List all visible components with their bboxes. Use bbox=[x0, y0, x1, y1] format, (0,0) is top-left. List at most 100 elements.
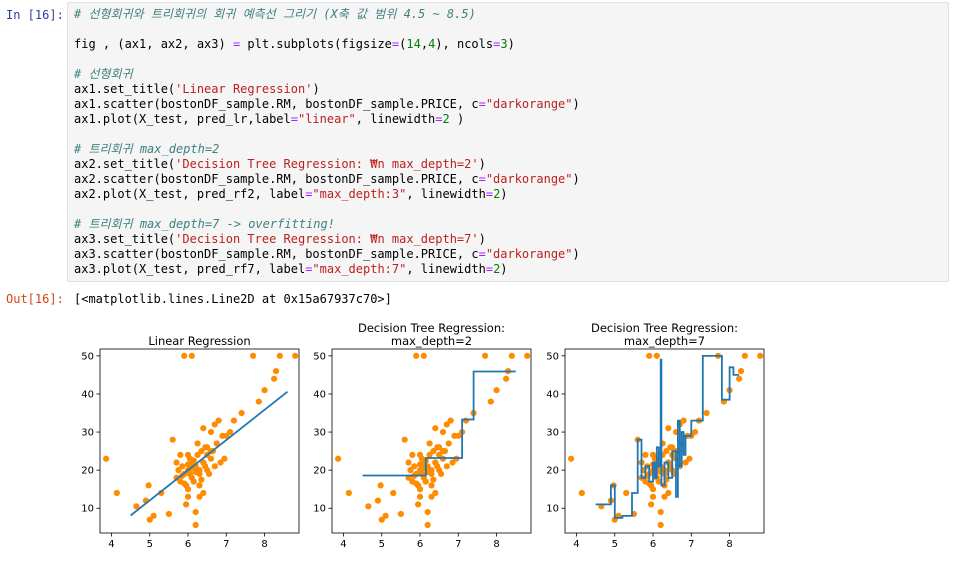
code-token: "linear" bbox=[297, 112, 356, 126]
scatter-point bbox=[198, 476, 205, 483]
scatter-point bbox=[655, 478, 662, 485]
scatter-point bbox=[276, 352, 283, 359]
scatter-point bbox=[415, 482, 422, 489]
scatter-point bbox=[345, 489, 352, 497]
scatter-point bbox=[428, 482, 435, 489]
chart-subtitle: max_depth=7 bbox=[624, 334, 705, 348]
scatter-point bbox=[657, 508, 664, 516]
scatter-point bbox=[426, 451, 433, 459]
code-token: = bbox=[478, 172, 486, 186]
x-tick-label: 7 bbox=[688, 539, 694, 550]
code-editor[interactable]: # 선형회귀와 트리회귀의 회귀 예측선 그리기 (X축 값 범위 4.5 ~ … bbox=[74, 7, 580, 277]
scatter-point bbox=[409, 451, 416, 459]
scatter-point bbox=[271, 375, 278, 382]
scatter-point bbox=[416, 493, 424, 500]
code-line: # 트리회귀 max_depth=7 -> overfitting! bbox=[74, 217, 580, 232]
y-tick-label: 10 bbox=[313, 504, 326, 515]
scatter-point bbox=[657, 521, 664, 529]
scatter-point bbox=[192, 521, 199, 529]
scatter-point bbox=[227, 428, 234, 436]
scatter-point bbox=[430, 447, 437, 455]
code-line: ax1.set_title('Linear Regression') bbox=[74, 82, 580, 97]
code-token: # 선형회귀와 트리회귀의 회귀 예측선 그리기 (X축 값 범위 4.5 ~ … bbox=[74, 7, 476, 21]
scatter-point bbox=[741, 352, 748, 359]
code-token: ax1.scatter(bostonDF_sample.RM, bostonDF… bbox=[74, 97, 479, 111]
code-line: ax1.plot(X_test, pred_lr,label="linear",… bbox=[74, 112, 580, 127]
scatter-point bbox=[432, 489, 439, 497]
y-tick-label: 30 bbox=[313, 428, 326, 439]
scatter-point bbox=[194, 451, 201, 459]
scatter-point bbox=[411, 463, 418, 470]
code-token: ) bbox=[500, 262, 508, 276]
scatter-point bbox=[661, 493, 668, 500]
code-token: 14 bbox=[406, 37, 421, 51]
chart-subtitle: max_depth=2 bbox=[391, 334, 472, 348]
scatter-point bbox=[439, 447, 447, 455]
scatter-point bbox=[213, 440, 220, 447]
code-cell-input[interactable]: # 선형회귀와 트리회귀의 회귀 예측선 그리기 (X축 값 범위 4.5 ~ … bbox=[67, 2, 949, 282]
x-tick-label: 7 bbox=[455, 539, 461, 550]
code-line: ax2.set_title('Decision Tree Regression:… bbox=[74, 157, 580, 172]
code-token: ), ncols bbox=[435, 37, 494, 51]
x-tick-label: 8 bbox=[493, 539, 499, 550]
code-line bbox=[74, 202, 580, 217]
code-token: ) bbox=[572, 97, 580, 111]
scatter-point bbox=[169, 436, 176, 443]
scatter-point bbox=[230, 417, 238, 424]
code-token: plt.subplots(figsize bbox=[240, 37, 392, 51]
scatter-point bbox=[443, 421, 450, 428]
scatter-point bbox=[420, 352, 427, 359]
y-tick-label: 20 bbox=[546, 466, 559, 477]
scatter-point bbox=[335, 455, 342, 462]
scatter-point bbox=[669, 444, 676, 451]
scatter-point bbox=[207, 428, 215, 436]
scatter-point bbox=[146, 516, 153, 523]
x-tick-label: 8 bbox=[726, 539, 732, 550]
y-tick-label: 20 bbox=[81, 466, 94, 477]
code-line: ax2.scatter(bostonDF_sample.RM, bostonDF… bbox=[74, 172, 580, 187]
code-line: ax3.plot(X_test, pred_rf7, label="max_de… bbox=[74, 262, 580, 277]
x-tick-label: 4 bbox=[573, 539, 579, 550]
x-tick-label: 5 bbox=[147, 539, 153, 550]
code-line: # 선형회귀와 트리회귀의 회귀 예측선 그리기 (X축 값 범위 4.5 ~ … bbox=[74, 7, 580, 22]
scatter-point bbox=[642, 451, 649, 459]
scatter-point bbox=[192, 508, 199, 516]
chart-2: Decision Tree Regression:max_depth=2 4 5 6 7… bbox=[313, 321, 532, 550]
code-token: ) bbox=[507, 37, 515, 51]
scatter-point bbox=[648, 482, 655, 489]
code-token: 'Decision Tree Regression: ₩n max_depth=… bbox=[175, 157, 479, 171]
scatter-point bbox=[449, 459, 456, 466]
scatter-point bbox=[508, 352, 515, 359]
scatter-point bbox=[221, 455, 228, 462]
code-token: = bbox=[435, 112, 443, 126]
scatter-point bbox=[374, 497, 382, 504]
y-tick-label: 30 bbox=[81, 428, 94, 439]
scatter-point bbox=[424, 521, 431, 529]
code-token: "darkorange" bbox=[485, 247, 573, 261]
code-line: # 트리회귀 max_depth=2 bbox=[74, 142, 580, 157]
code-token: ax3.set_title( bbox=[74, 232, 176, 246]
code-token: "darkorange" bbox=[485, 172, 573, 186]
axes-frame bbox=[564, 348, 765, 534]
scatter-point bbox=[445, 440, 452, 447]
scatter-point bbox=[493, 387, 500, 394]
output-text: [<matplotlib.lines.Line2D at 0x15a67937c… bbox=[74, 292, 392, 306]
x-tick-label: 6 bbox=[185, 539, 191, 550]
y-tick-label: 10 bbox=[81, 504, 94, 515]
code-token: ) bbox=[572, 247, 580, 261]
chart-title: Decision Tree Regression: bbox=[591, 321, 738, 335]
scatter-point bbox=[682, 459, 689, 466]
regression-line bbox=[595, 355, 740, 519]
scatter-point bbox=[481, 352, 489, 359]
scatter-point bbox=[200, 425, 207, 432]
scatter-point bbox=[145, 482, 152, 489]
scatter-point bbox=[426, 440, 433, 447]
scatter-point bbox=[443, 463, 450, 470]
code-line: ax1.scatter(bostonDF_sample.RM, bostonDF… bbox=[74, 97, 580, 112]
axes-frame bbox=[331, 348, 532, 534]
scatter-point bbox=[378, 516, 385, 523]
y-tick-label: 20 bbox=[313, 466, 326, 477]
scatter-point bbox=[437, 470, 445, 478]
code-token: , bbox=[420, 37, 429, 51]
scatter-point bbox=[432, 459, 439, 466]
